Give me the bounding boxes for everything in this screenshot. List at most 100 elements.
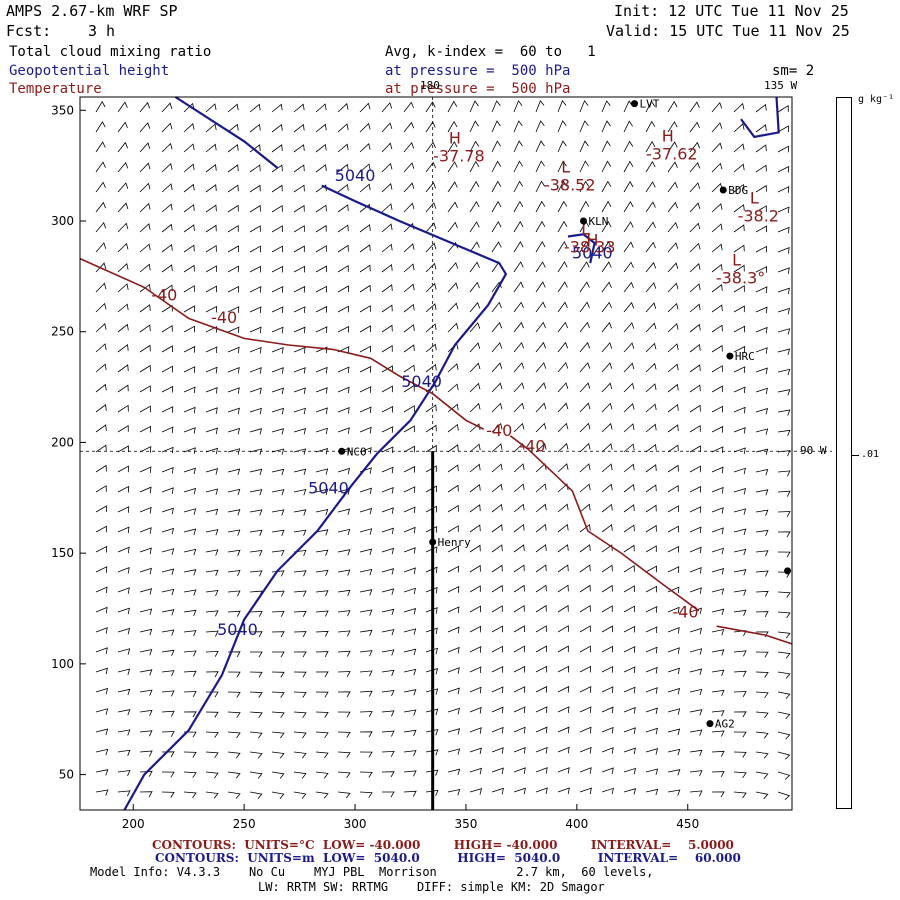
wind-barb bbox=[447, 728, 461, 735]
wind-barb bbox=[139, 243, 151, 253]
wind-barb bbox=[337, 183, 349, 193]
footer-model-info-2: LW: RRTM SW: RRTMG DIFF: simple KM: 2D S… bbox=[258, 880, 605, 894]
wind-barb bbox=[623, 463, 635, 473]
wind-barb bbox=[447, 302, 459, 313]
wind-barb bbox=[447, 100, 458, 113]
wind-barb bbox=[425, 101, 436, 113]
wind-barb bbox=[337, 285, 349, 293]
wind-barb bbox=[535, 503, 547, 513]
wind-barb bbox=[667, 545, 680, 553]
wind-barb bbox=[227, 468, 241, 476]
wind-barb bbox=[711, 507, 724, 514]
wind-barb bbox=[447, 262, 459, 273]
wind-barb bbox=[381, 365, 393, 373]
wind-barb bbox=[337, 366, 350, 374]
wind-barb bbox=[601, 645, 614, 653]
wind-barb bbox=[777, 429, 791, 437]
wind-barb bbox=[513, 140, 523, 153]
wind-barb bbox=[469, 301, 481, 313]
wind-barb bbox=[205, 650, 219, 657]
wind-barb bbox=[293, 751, 307, 759]
wind-barb bbox=[359, 284, 371, 293]
wind-barb bbox=[689, 263, 701, 273]
wind-barb bbox=[755, 489, 769, 496]
y-tick-label: 50 bbox=[59, 768, 74, 782]
wind-barb bbox=[227, 164, 239, 173]
wind-barb bbox=[557, 503, 569, 513]
wind-barb bbox=[733, 751, 747, 758]
wind-barb bbox=[557, 281, 568, 293]
wind-barb bbox=[139, 486, 152, 494]
wind-barb bbox=[315, 468, 329, 475]
wind-barb bbox=[469, 342, 481, 353]
wind-barb bbox=[667, 181, 678, 193]
wind-barb bbox=[117, 526, 130, 534]
station-label: AG2 bbox=[715, 718, 735, 731]
pressure-level-height: at pressure = 500 hPa bbox=[385, 63, 571, 79]
wind-barb bbox=[117, 303, 129, 313]
wind-barb bbox=[469, 140, 480, 153]
wind-barb bbox=[623, 605, 635, 613]
wind-barb bbox=[777, 771, 791, 780]
wind-barb bbox=[447, 565, 460, 573]
wind-barb bbox=[667, 769, 681, 776]
wind-barb bbox=[403, 384, 415, 393]
wind-barb bbox=[315, 143, 327, 153]
wind-barb bbox=[403, 405, 415, 413]
wind-barb bbox=[337, 508, 351, 516]
wind-barb bbox=[579, 767, 592, 774]
wind-barb bbox=[381, 162, 393, 173]
wind-barb bbox=[601, 666, 614, 673]
wind-barb bbox=[205, 204, 217, 213]
wind-barb bbox=[579, 686, 592, 693]
wind-barb bbox=[271, 123, 283, 133]
wind-barb bbox=[667, 403, 679, 413]
wind-barb bbox=[227, 103, 239, 113]
wind-barb bbox=[337, 711, 351, 718]
wind-barb bbox=[447, 120, 458, 133]
wind-barb bbox=[645, 788, 659, 796]
wind-barb bbox=[381, 223, 393, 233]
wind-barb bbox=[469, 463, 481, 473]
wind-barb bbox=[469, 625, 482, 633]
wind-barb bbox=[315, 265, 327, 273]
wind-barb bbox=[337, 244, 349, 253]
wind-barb bbox=[293, 245, 305, 253]
wind-barb bbox=[667, 242, 679, 253]
wind-barb bbox=[645, 565, 657, 573]
wind-barb bbox=[205, 326, 218, 333]
wind-barb bbox=[469, 402, 481, 413]
wind-barb bbox=[95, 404, 107, 413]
field-cloud-label: Total cloud mixing ratio bbox=[9, 44, 212, 60]
wind-barb bbox=[161, 284, 173, 293]
wind-barb bbox=[667, 222, 679, 233]
wind-barb bbox=[117, 364, 129, 373]
wind-barb bbox=[161, 588, 175, 596]
wind-barb bbox=[711, 547, 724, 555]
y-tick-label: 200 bbox=[51, 435, 74, 449]
wind-barb bbox=[95, 606, 108, 614]
wind-barb bbox=[689, 343, 701, 353]
wind-barb bbox=[557, 180, 568, 193]
wind-barb bbox=[315, 751, 329, 759]
wind-barb bbox=[447, 181, 458, 193]
wind-barb bbox=[271, 144, 283, 153]
wind-barb bbox=[227, 711, 241, 718]
wind-barb bbox=[205, 569, 219, 576]
footer-temperature-contours: CONTOURS: UNITS=°C LOW= -40.000 HIGH= -4… bbox=[152, 838, 734, 852]
wind-barb bbox=[667, 302, 679, 313]
wind-barb bbox=[601, 422, 613, 433]
wind-barb bbox=[733, 244, 745, 253]
wind-barb bbox=[535, 160, 545, 173]
wind-barb bbox=[601, 402, 613, 413]
wind-barb bbox=[293, 144, 305, 153]
wind-barb bbox=[95, 525, 107, 533]
wind-barb bbox=[425, 303, 437, 313]
wind-barb bbox=[139, 344, 151, 353]
wind-barb bbox=[711, 486, 724, 494]
wind-barb bbox=[293, 610, 307, 617]
wind-barb bbox=[161, 548, 175, 555]
wind-barb bbox=[271, 184, 283, 193]
wind-barb bbox=[601, 382, 613, 393]
